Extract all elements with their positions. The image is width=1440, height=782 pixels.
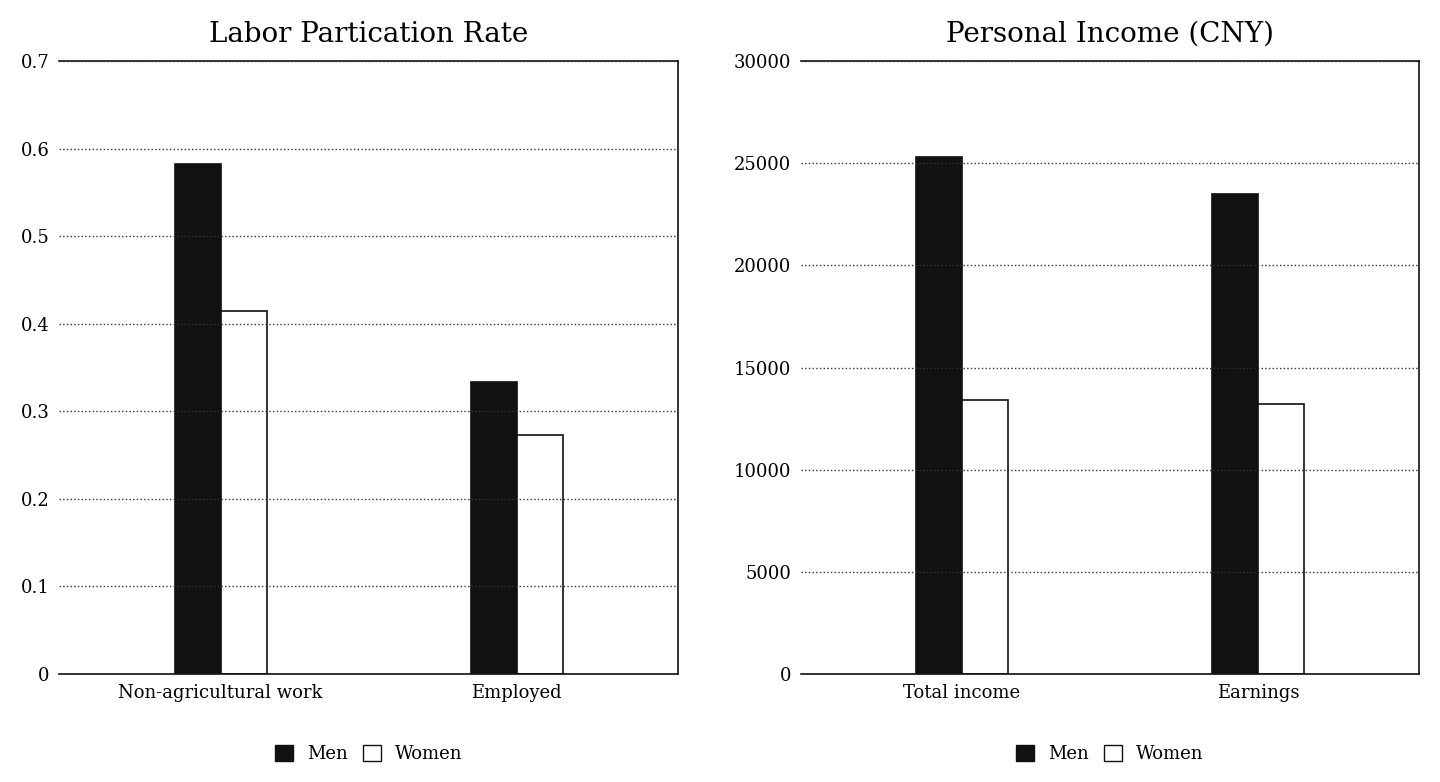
Legend: Men, Women: Men, Women <box>275 744 462 762</box>
Bar <box>174 163 220 674</box>
Bar <box>1212 194 1259 674</box>
Title: Personal Income (CNY): Personal Income (CNY) <box>946 21 1274 48</box>
Bar <box>220 310 266 674</box>
Legend: Men, Women: Men, Women <box>1017 744 1204 762</box>
Bar <box>916 157 962 674</box>
Bar <box>962 400 1008 674</box>
Bar <box>471 382 517 674</box>
Bar <box>1259 404 1305 674</box>
Bar <box>517 435 563 674</box>
Title: Labor Partication Rate: Labor Partication Rate <box>209 21 528 48</box>
